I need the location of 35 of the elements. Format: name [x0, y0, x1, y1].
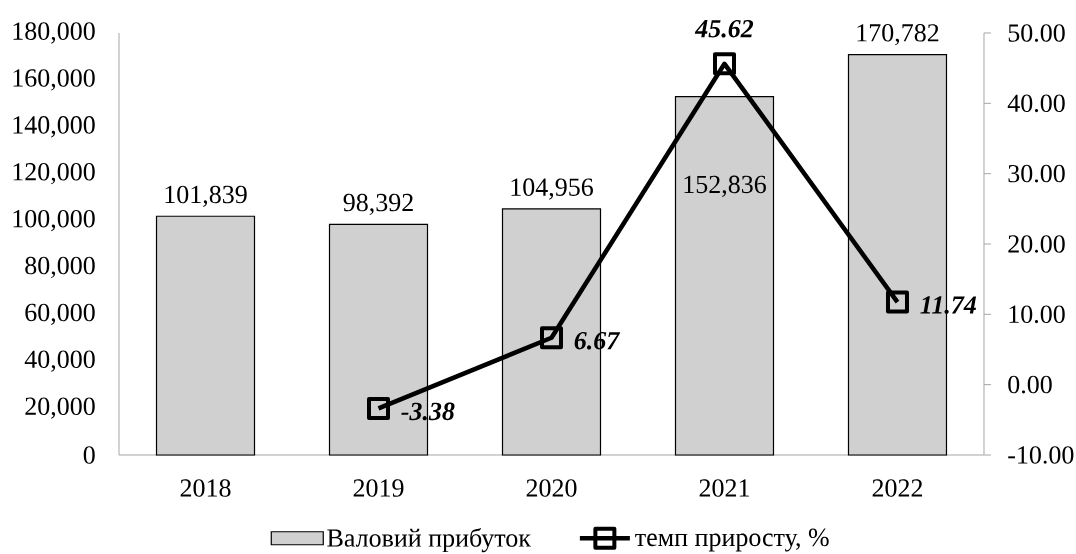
data-label: 45.62: [694, 19, 754, 38]
y-tick-label: 20,000: [25, 397, 95, 419]
x-tick-label: 2021: [699, 479, 749, 497]
x-tick-label: 2022: [872, 479, 923, 497]
y2-tick-label: 0.00: [1008, 375, 1052, 394]
x-tick-label: 2019: [353, 479, 404, 497]
y2-tick-label: 50.00: [1008, 24, 1065, 42]
y2-tick-label: 20.00: [1008, 235, 1065, 253]
bar: [155, 215, 256, 456]
y-tick-label: 60,000: [25, 303, 95, 325]
y2-tick-label: 40.00: [1007, 94, 1065, 113]
data-label: 101,839: [165, 185, 247, 207]
point: [540, 326, 563, 350]
point: [367, 396, 390, 420]
y-tick-label: 180,000: [13, 22, 95, 44]
data-label: 104,956: [511, 178, 593, 200]
x-tick-label: 2018: [180, 479, 231, 497]
point: [885, 290, 909, 314]
point: [713, 52, 736, 76]
y2-tick-label: -10.00: [1008, 446, 1074, 464]
y-tick-label: 0: [83, 446, 95, 464]
y-tick-label: 40,000: [24, 350, 95, 372]
y-tick-label: 160,000: [13, 69, 95, 91]
legend-label: Валовий прибуток: [327, 527, 531, 553]
x-tick-label: 2020: [526, 479, 577, 497]
y-tick-label: 120,000: [13, 163, 95, 185]
data-label: 170,782: [857, 24, 939, 46]
y2-tick-label: 30.00: [1008, 164, 1065, 183]
data-label: 98,392: [343, 193, 413, 216]
y-tick-label: 100,000: [13, 209, 95, 232]
y-tick-label: 80,000: [25, 256, 95, 279]
y-tick-label: 140,000: [13, 116, 95, 138]
data-label: 152,836: [684, 175, 766, 197]
legend-label: темп приросту, %: [635, 528, 829, 552]
y2-tick-label: 10.00: [1009, 305, 1065, 324]
